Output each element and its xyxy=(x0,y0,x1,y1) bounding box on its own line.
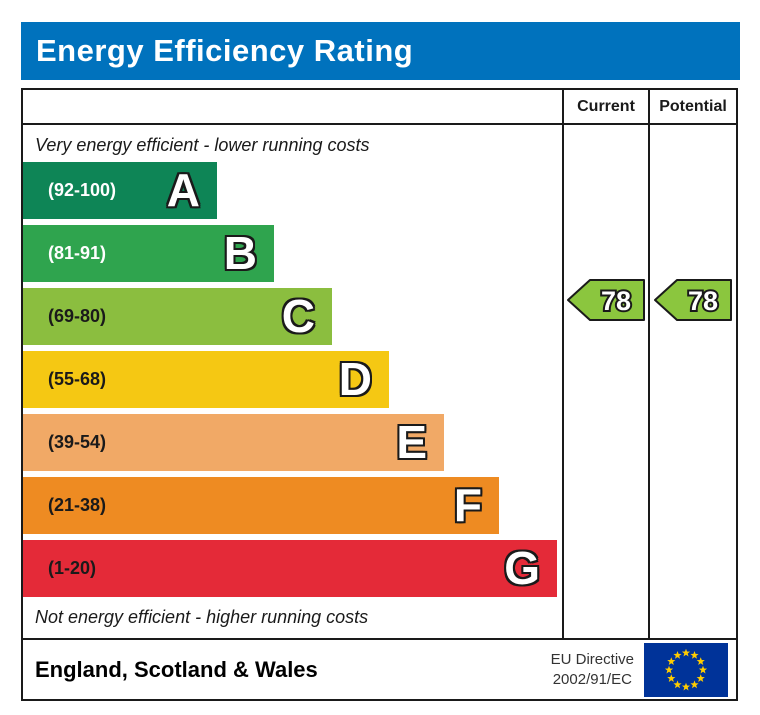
band-letter: B xyxy=(223,227,257,279)
current-rating-cell: 78 xyxy=(562,123,648,638)
band-letter: E xyxy=(396,416,427,468)
band-range: (69-80) xyxy=(48,306,107,326)
footer: England, Scotland & Wales EU Directive 2… xyxy=(23,638,736,699)
band-bar-C: (69-80) C xyxy=(23,288,332,345)
current-rating-value: 78 xyxy=(601,286,631,316)
current-column-header: Current xyxy=(562,90,648,123)
band-range: (39-54) xyxy=(48,432,107,452)
band-letter: A xyxy=(166,164,200,216)
band-range: (92-100) xyxy=(48,180,117,200)
potential-rating-arrow: 78 xyxy=(654,279,732,321)
band-bar-E: (39-54) E xyxy=(23,414,444,471)
potential-arrow-shape xyxy=(654,279,732,321)
band-range: (81-91) xyxy=(48,243,107,263)
band-bar-G: (1-20) G xyxy=(23,540,557,597)
eu-directive-line1: EU Directive xyxy=(550,651,634,668)
top-caption: Very energy efficient - lower running co… xyxy=(35,135,370,155)
potential-rating-value: 78 xyxy=(688,286,718,316)
band-bar-B: (81-91) B xyxy=(23,225,274,282)
band-letter: G xyxy=(504,542,540,594)
band-letter: F xyxy=(453,479,482,531)
bottom-caption: Not energy efficient - higher running co… xyxy=(35,607,369,627)
eu-directive-line2: 2002/91/EC xyxy=(552,670,632,688)
potential-rating-cell: 78 xyxy=(648,123,736,638)
band-bar-A: (92-100) A xyxy=(23,162,217,219)
band-bar-F: (21-38) F xyxy=(23,477,499,534)
band-range: (21-38) xyxy=(48,495,107,515)
page-title: Energy Efficiency Rating xyxy=(21,22,740,80)
header-spacer-cell xyxy=(23,90,562,123)
band-letter: C xyxy=(281,290,315,342)
epc-table: Current Potential Very energy efficient … xyxy=(21,88,738,701)
region-label: England, Scotland & Wales xyxy=(35,656,318,682)
band-bar-D: (55-68) D xyxy=(23,351,389,408)
current-arrow-shape xyxy=(567,279,645,321)
rating-scale-cell: Very energy efficient - lower running co… xyxy=(23,123,562,638)
band-range: (55-68) xyxy=(48,369,107,389)
potential-column-header: Potential xyxy=(648,90,736,123)
eu-flag-icon xyxy=(644,642,728,697)
current-rating-arrow: 78 xyxy=(567,279,645,321)
band-range: (1-20) xyxy=(48,558,97,578)
bands: (92-100) A (81-91) B (69-80) C (55-68) D… xyxy=(23,162,562,597)
eu-flag-stars xyxy=(664,648,708,690)
band-letter: D xyxy=(338,353,372,405)
eu-directive-label: EU Directive 2002/91/EC xyxy=(551,650,634,689)
